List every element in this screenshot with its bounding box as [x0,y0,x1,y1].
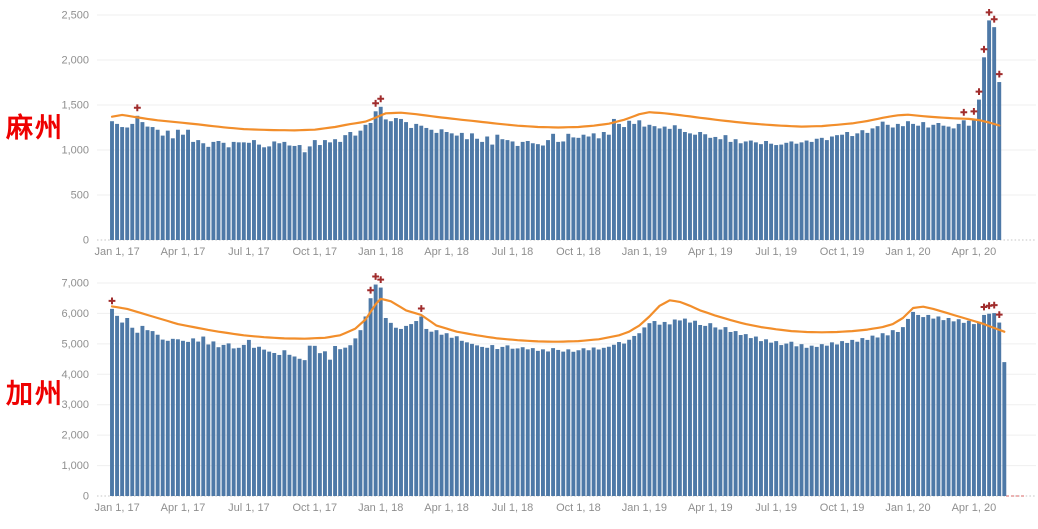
svg-text:Jan 1, 18: Jan 1, 18 [358,502,403,514]
svg-text:Oct 1, 18: Oct 1, 18 [556,502,601,514]
outlier-markers [133,9,1003,116]
svg-text:Oct 1, 18: Oct 1, 18 [556,246,601,258]
svg-text:Jul 1, 18: Jul 1, 18 [492,502,534,514]
svg-text:Jan 1, 20: Jan 1, 20 [885,502,930,514]
trend-line [110,111,1001,132]
svg-text:Oct 1, 17: Oct 1, 17 [292,246,337,258]
svg-text:Apr 1, 18: Apr 1, 18 [424,246,469,258]
svg-text:3,000: 3,000 [61,399,89,411]
svg-text:Jul 1, 18: Jul 1, 18 [492,246,534,258]
svg-text:7,000: 7,000 [61,278,89,290]
svg-text:Apr 1, 19: Apr 1, 19 [688,246,733,258]
svg-text:6,000: 6,000 [61,308,89,320]
svg-text:Jan 1, 20: Jan 1, 20 [885,246,930,258]
svg-text:Jan 1, 18: Jan 1, 18 [358,246,403,258]
massachusetts-plot: 0 500 1,000 1,500 2,000 2,500 Jan 1, 17 Apr 1, … [61,9,1036,258]
svg-text:Jul 1, 17: Jul 1, 17 [228,246,270,258]
weekly-bars [110,284,1007,496]
svg-text:Jul 1, 19: Jul 1, 19 [755,502,797,514]
svg-text:5,000: 5,000 [61,338,89,350]
outlier-markers [108,273,1003,318]
svg-text:2,000: 2,000 [61,430,89,442]
svg-text:Jan 1, 19: Jan 1, 19 [622,502,667,514]
svg-text:2,500: 2,500 [61,10,89,22]
california-label: 加州 [6,379,64,410]
svg-text:1,000: 1,000 [61,460,89,472]
svg-text:500: 500 [71,190,89,202]
svg-text:Oct 1, 19: Oct 1, 19 [820,502,865,514]
svg-text:1,500: 1,500 [61,100,89,112]
x-axis: Jan 1, 17 Apr 1, 17 Jul 1, 17 Oct 1, 17 Jan … [94,502,996,514]
svg-text:0: 0 [83,491,89,503]
svg-text:Jan 1, 17: Jan 1, 17 [94,246,139,258]
california-plot: 0 1,000 2,000 3,000 4,000 5,000 6,000 7,000 Jan … [61,273,1036,514]
chart-california: 加州 0 1,000 2,000 3,000 4,000 5,000 6,000 7,000 J… [0,270,1038,529]
svg-text:Jul 1, 19: Jul 1, 19 [755,246,797,258]
svg-text:Apr 1, 17: Apr 1, 17 [161,246,206,258]
svg-text:0: 0 [83,235,89,247]
svg-text:Apr 1, 18: Apr 1, 18 [424,502,469,514]
svg-text:Apr 1, 17: Apr 1, 17 [161,502,206,514]
svg-text:2,000: 2,000 [61,55,89,67]
svg-text:Oct 1, 19: Oct 1, 19 [820,246,865,258]
svg-text:Apr 1, 20: Apr 1, 20 [952,246,997,258]
svg-text:Apr 1, 19: Apr 1, 19 [688,502,733,514]
svg-text:Apr 1, 20: Apr 1, 20 [952,502,997,514]
svg-text:Jul 1, 17: Jul 1, 17 [228,502,270,514]
trend-line [110,297,1006,343]
x-axis: Jan 1, 17 Apr 1, 17 Jul 1, 17 Oct 1, 17 Jan … [94,246,996,258]
svg-text:Jan 1, 17: Jan 1, 17 [94,502,139,514]
chart-massachusetts: 麻州 0 500 1,000 1,500 2,000 2,500 Jan 1, 17 Apr … [6,9,1036,258]
svg-text:Jan 1, 19: Jan 1, 19 [622,246,667,258]
weekly-bars [110,20,1002,241]
svg-text:4,000: 4,000 [61,369,89,381]
svg-text:Oct 1, 17: Oct 1, 17 [292,502,337,514]
massachusetts-label: 麻州 [6,113,64,144]
svg-text:1,000: 1,000 [61,145,89,157]
